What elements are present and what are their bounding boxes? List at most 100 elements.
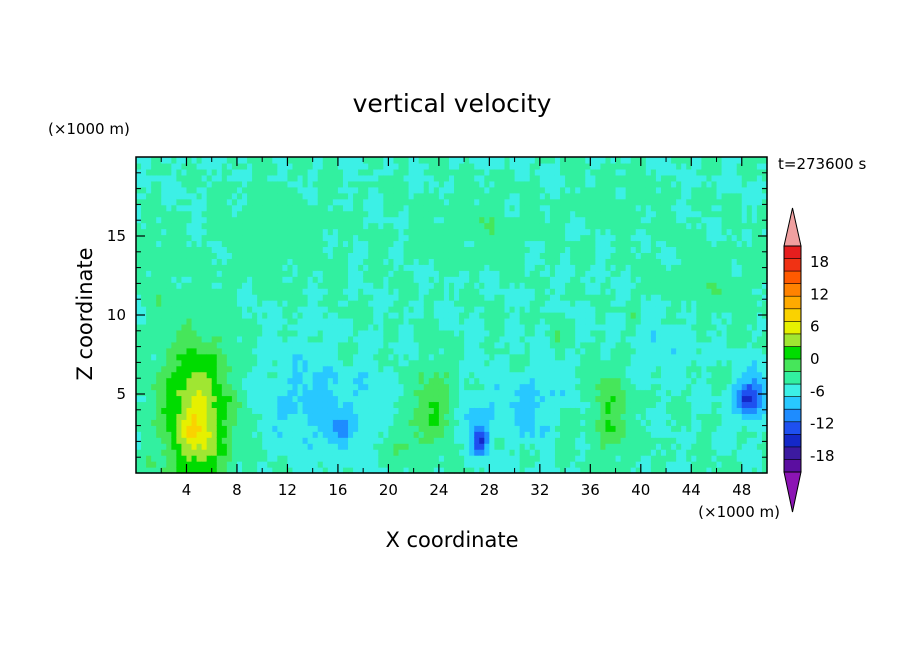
field-cell xyxy=(438,341,445,349)
field-cell xyxy=(272,210,278,218)
field-cell xyxy=(438,377,445,385)
field-cell xyxy=(201,353,208,361)
field-cell xyxy=(554,240,561,248)
field-cell xyxy=(226,431,233,438)
field-cell xyxy=(464,204,470,212)
field-cell xyxy=(166,395,172,403)
field-cell xyxy=(277,329,283,337)
field-cell xyxy=(262,443,268,450)
field-cell xyxy=(358,222,364,230)
field-cell xyxy=(317,371,324,379)
field-cell xyxy=(560,335,566,343)
field-cell xyxy=(534,246,541,253)
field-cell xyxy=(181,192,188,200)
field-cell xyxy=(509,168,516,176)
field-cell xyxy=(539,240,546,248)
field-cell xyxy=(539,168,546,176)
field-cell xyxy=(585,431,591,438)
field-cell xyxy=(348,258,354,265)
field-cell xyxy=(191,294,198,301)
field-cell xyxy=(176,210,183,218)
field-cell xyxy=(186,317,193,325)
field-cell xyxy=(252,467,258,474)
field-cell xyxy=(216,341,223,349)
field-cell xyxy=(186,413,193,420)
field-cell xyxy=(418,323,425,331)
field-cell xyxy=(605,425,612,432)
field-cell xyxy=(201,204,208,212)
field-cell xyxy=(383,216,389,224)
field-cell xyxy=(297,371,304,379)
field-cell xyxy=(393,389,400,397)
field-cell xyxy=(307,306,314,313)
field-cell xyxy=(438,276,445,283)
field-cell xyxy=(146,407,152,414)
field-cell xyxy=(231,467,238,474)
field-cell xyxy=(307,353,314,361)
field-cell xyxy=(560,341,566,349)
field-cell xyxy=(454,407,460,414)
field-cell xyxy=(549,204,556,212)
field-cell xyxy=(448,186,455,194)
field-cell xyxy=(312,294,319,301)
field-cell xyxy=(353,347,359,355)
field-cell xyxy=(534,312,541,319)
field-cell xyxy=(231,216,238,224)
field-cell xyxy=(398,407,405,414)
field-cell xyxy=(247,234,253,242)
field-cell xyxy=(257,252,263,259)
field-cell xyxy=(565,300,571,307)
field-cell xyxy=(211,192,218,200)
field-cell xyxy=(388,341,395,349)
field-cell xyxy=(348,437,354,444)
field-cell xyxy=(312,395,319,403)
field-cell xyxy=(191,180,198,188)
field-cell xyxy=(454,198,460,206)
field-cell xyxy=(236,395,243,403)
field-cell xyxy=(459,198,465,206)
field-cell xyxy=(272,401,278,409)
field-cell xyxy=(418,353,425,361)
field-cell xyxy=(595,383,602,391)
field-cell xyxy=(312,210,319,218)
field-cell xyxy=(398,395,405,403)
field-cell xyxy=(600,323,607,331)
field-cell xyxy=(277,246,283,253)
field-cell xyxy=(312,168,319,176)
field-cell xyxy=(337,323,344,331)
field-cell xyxy=(257,204,263,212)
field-cell xyxy=(514,347,521,355)
field-cell xyxy=(479,443,485,450)
field-cell xyxy=(585,264,591,271)
field-cell xyxy=(383,431,389,438)
field-cell xyxy=(438,365,445,373)
field-cell xyxy=(368,300,374,307)
field-cell xyxy=(211,288,218,295)
field-cell xyxy=(443,157,450,164)
field-cell xyxy=(236,341,243,349)
field-cell xyxy=(484,455,490,462)
field-cell xyxy=(499,365,506,373)
field-cell xyxy=(342,300,349,307)
field-cell xyxy=(413,168,420,176)
field-cell xyxy=(433,419,440,426)
field-cell xyxy=(231,461,238,468)
field-cell xyxy=(136,306,142,313)
field-cell xyxy=(272,204,278,212)
field-cell xyxy=(368,312,374,319)
field-cell xyxy=(484,294,490,301)
field-cell xyxy=(590,317,596,325)
field-cell xyxy=(499,401,506,409)
field-cell xyxy=(565,389,571,397)
field-cell xyxy=(176,401,183,409)
field-cell xyxy=(146,234,152,242)
field-cell xyxy=(575,467,581,474)
field-cell xyxy=(201,162,208,170)
field-cell xyxy=(302,431,309,438)
field-cell xyxy=(302,157,309,164)
field-cell xyxy=(358,216,364,224)
field-cell xyxy=(575,312,581,319)
field-cell xyxy=(206,347,213,355)
field-cell xyxy=(307,443,314,450)
field-cell xyxy=(262,467,268,474)
